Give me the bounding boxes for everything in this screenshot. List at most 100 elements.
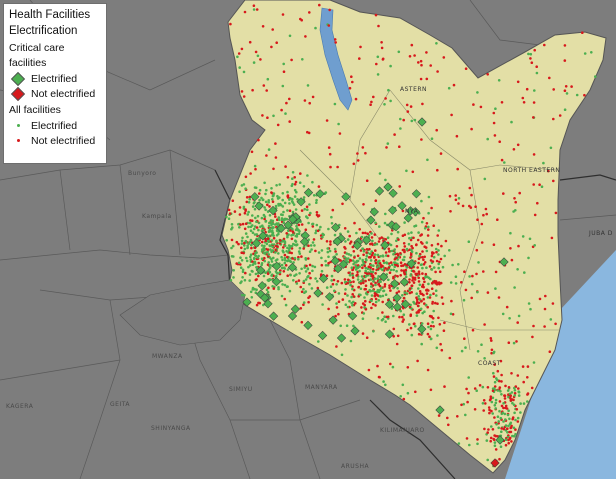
facility-dot — [377, 299, 381, 302]
facility-dot — [371, 251, 375, 255]
facility-dot — [264, 200, 268, 204]
facility-dot — [281, 239, 284, 242]
facility-dot — [364, 308, 368, 311]
facility-dot — [530, 386, 534, 390]
facility-dot — [311, 264, 314, 268]
critical-facility-diamond — [392, 293, 402, 303]
facility-dot — [346, 238, 350, 241]
facility-dot — [409, 274, 413, 277]
facility-dot — [374, 272, 377, 275]
facility-dot — [430, 315, 433, 318]
facility-dot — [245, 200, 249, 204]
facility-dot — [382, 380, 385, 383]
facility-dot — [432, 325, 435, 328]
facility-dot — [507, 409, 510, 413]
facility-dot — [400, 269, 403, 272]
facility-dot — [356, 278, 360, 281]
facility-dot — [450, 299, 453, 303]
facility-dot — [352, 280, 355, 284]
facility-dot — [270, 45, 273, 49]
facility-dot — [257, 138, 260, 142]
facility-dot — [440, 244, 443, 248]
facility-dot — [387, 278, 390, 282]
facility-dot — [412, 236, 415, 240]
facility-dot — [428, 296, 432, 299]
facility-dot — [258, 192, 261, 195]
facility-dot — [450, 113, 453, 117]
facility-dot — [232, 269, 235, 272]
critical-facility-diamond — [417, 117, 427, 127]
facility-dot — [276, 272, 280, 275]
facility-dot — [373, 256, 376, 259]
facility-dot — [308, 250, 312, 253]
facility-dot — [253, 186, 257, 189]
facility-dot — [300, 320, 304, 324]
facility-dot — [443, 321, 446, 325]
facility-dot — [352, 300, 355, 304]
facility-dot — [309, 276, 312, 280]
critical-facility-diamond — [299, 237, 310, 247]
facility-dot — [493, 134, 497, 137]
facility-dot — [304, 228, 308, 231]
facility-dot — [268, 278, 271, 281]
facility-dot — [437, 414, 441, 417]
facility-dot — [354, 97, 358, 101]
facility-dot — [283, 244, 287, 248]
facility-dot — [411, 170, 415, 174]
facility-dot — [395, 245, 399, 248]
facility-dot — [369, 289, 372, 293]
facility-dot — [297, 255, 300, 259]
facility-dot — [533, 213, 537, 217]
critical-facility-diamond — [260, 293, 270, 303]
facility-dot — [257, 228, 260, 232]
facility-dot — [291, 210, 295, 214]
facility-dot — [315, 223, 319, 227]
facility-dot — [440, 348, 444, 352]
facility-dot — [274, 270, 278, 273]
facility-dot — [297, 279, 301, 282]
facility-dot — [365, 248, 369, 251]
facility-dot — [370, 275, 374, 278]
facility-dot — [384, 178, 387, 182]
facility-dot — [266, 248, 270, 251]
critical-facility-diamond — [250, 192, 260, 202]
facility-dot — [426, 158, 429, 162]
facility-dot — [377, 240, 381, 243]
facility-dot — [274, 215, 277, 218]
facility-dot — [304, 35, 307, 38]
facility-dot — [406, 391, 410, 395]
facility-dot — [438, 260, 441, 264]
facility-dot — [429, 388, 433, 392]
facility-dot — [421, 311, 425, 315]
facility-dot — [522, 101, 526, 104]
facility-dot — [286, 268, 290, 271]
label-eastern: ASTERN — [400, 86, 428, 93]
facility-dot — [269, 248, 272, 251]
facility-dot — [282, 210, 285, 214]
facility-dot — [426, 305, 430, 309]
facility-dot — [241, 236, 244, 240]
facility-dot — [412, 269, 415, 273]
facility-dot — [275, 184, 278, 187]
facility-dot — [373, 294, 377, 298]
facility-dot — [320, 256, 323, 260]
facility-dot — [348, 234, 352, 238]
facility-dot — [302, 301, 306, 304]
facility-dot — [565, 92, 569, 95]
critical-facility-diamond — [495, 435, 505, 445]
facility-dot — [276, 123, 280, 127]
facility-dot — [257, 261, 261, 265]
facility-dot — [238, 226, 241, 229]
facility-dot — [499, 416, 503, 420]
facility-dot — [425, 222, 429, 225]
facility-dot — [429, 327, 433, 331]
facility-dot — [281, 258, 284, 262]
facility-dot — [317, 340, 320, 343]
facility-dot — [467, 240, 471, 243]
facility-dot — [403, 221, 406, 224]
facility-dot — [272, 226, 275, 229]
facility-dot — [435, 294, 438, 297]
facility-dot — [249, 229, 253, 232]
